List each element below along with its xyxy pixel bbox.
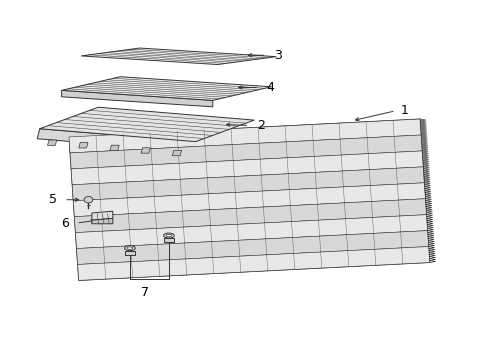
Ellipse shape xyxy=(127,247,133,249)
Ellipse shape xyxy=(165,234,171,237)
Polygon shape xyxy=(37,129,195,152)
Polygon shape xyxy=(74,199,426,233)
Circle shape xyxy=(84,197,93,203)
Polygon shape xyxy=(40,107,254,141)
Polygon shape xyxy=(61,77,271,100)
Ellipse shape xyxy=(163,233,174,238)
Text: 2: 2 xyxy=(256,119,264,132)
Text: 1: 1 xyxy=(400,104,407,117)
Polygon shape xyxy=(77,231,428,265)
Polygon shape xyxy=(172,150,181,156)
Polygon shape xyxy=(110,145,119,150)
Polygon shape xyxy=(47,140,57,145)
Polygon shape xyxy=(69,119,420,153)
Polygon shape xyxy=(79,143,88,148)
Polygon shape xyxy=(61,90,212,107)
Text: 3: 3 xyxy=(273,49,281,62)
Polygon shape xyxy=(75,215,427,248)
Polygon shape xyxy=(92,219,113,224)
Polygon shape xyxy=(141,148,150,153)
Text: 7: 7 xyxy=(140,287,148,300)
Polygon shape xyxy=(81,48,276,64)
Ellipse shape xyxy=(124,246,135,251)
Polygon shape xyxy=(69,119,429,280)
Polygon shape xyxy=(124,251,135,255)
Polygon shape xyxy=(163,238,174,242)
Polygon shape xyxy=(71,151,423,185)
Polygon shape xyxy=(73,183,425,217)
Polygon shape xyxy=(78,247,429,280)
Text: 6: 6 xyxy=(61,217,69,230)
Polygon shape xyxy=(72,167,424,201)
Polygon shape xyxy=(70,135,421,169)
Text: 4: 4 xyxy=(266,81,274,94)
Text: 5: 5 xyxy=(49,193,57,206)
Polygon shape xyxy=(92,211,113,220)
